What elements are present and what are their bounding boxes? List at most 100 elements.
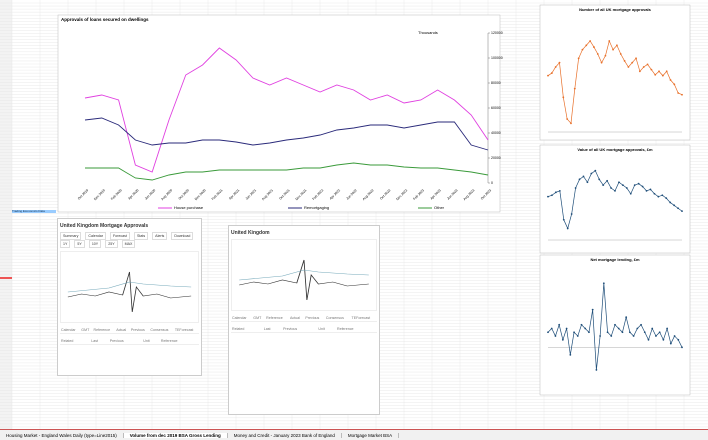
th: Reference xyxy=(92,326,116,334)
point xyxy=(665,70,668,73)
point xyxy=(654,73,657,76)
point xyxy=(617,327,620,330)
point xyxy=(608,40,611,42)
menu-item[interactable]: Summary xyxy=(60,232,82,240)
th: Actual xyxy=(288,314,305,322)
tab[interactable]: Money and Credit - January 2023 Bank of … xyxy=(228,432,342,438)
point xyxy=(647,338,650,341)
table: Calendar GMT Reference Actual Previous Consen… xyxy=(231,314,377,322)
point xyxy=(612,48,614,51)
menu-item[interactable]: Alerts xyxy=(152,232,168,240)
table: RelatedLastPreviousUnitReferenceMortgage… xyxy=(231,325,377,333)
point xyxy=(566,227,569,230)
point xyxy=(565,327,568,330)
point xyxy=(637,182,640,185)
th: Reference xyxy=(265,314,289,322)
point xyxy=(653,192,656,195)
t: United Kingdom Mortgage Approvals xyxy=(60,223,149,229)
point xyxy=(584,327,587,330)
table: RelatedLastPreviousUnitReferenceMortgage… xyxy=(60,337,199,345)
point xyxy=(669,342,672,345)
row: Mortgage Approvals39.6435.61ThousandJan … xyxy=(60,345,199,346)
point xyxy=(658,331,661,334)
point xyxy=(595,369,598,371)
range[interactable]: MAX xyxy=(121,240,136,248)
y-tick-label: 80000 xyxy=(491,81,501,85)
th: Actual xyxy=(115,326,130,334)
menu-item[interactable]: Stats xyxy=(133,232,149,240)
point xyxy=(655,335,657,337)
point xyxy=(598,178,601,181)
point xyxy=(638,70,641,73)
point xyxy=(610,187,612,189)
range[interactable]: 10Y xyxy=(88,240,102,248)
point xyxy=(640,323,642,326)
point xyxy=(550,327,553,330)
point xyxy=(645,189,648,192)
th: Previous xyxy=(304,314,325,322)
range[interactable]: 5Y xyxy=(74,240,85,248)
cell: Trading Economics Data xyxy=(12,210,56,213)
th: Related xyxy=(60,337,91,345)
a[interactable]: Volume from dec 2019 BSA Gross Lending xyxy=(123,432,228,438)
point xyxy=(641,185,644,188)
point xyxy=(550,72,553,74)
tab[interactable]: Housing Market - England Wales Daily (ty… xyxy=(0,432,124,438)
legend-label: Remortgaging xyxy=(304,205,329,210)
range[interactable]: 25Y xyxy=(105,240,118,248)
point xyxy=(590,172,593,175)
legend-label: House purchase xyxy=(174,205,204,210)
point xyxy=(627,66,630,68)
th: Unit xyxy=(142,337,160,345)
point xyxy=(596,53,599,55)
point xyxy=(625,187,628,189)
row: 2023-01-3109:30 AMDec35.61K46.07K40K38K xyxy=(60,334,199,335)
point xyxy=(649,188,652,191)
widget: United Kingdom Calendar GMT Reference Actual… xyxy=(228,225,380,415)
point xyxy=(602,282,605,285)
mini xyxy=(60,251,199,323)
point xyxy=(662,338,665,341)
menu-item[interactable]: Forecast xyxy=(109,232,130,240)
point xyxy=(673,335,676,337)
h: Calendar GMT Reference Actual Previous Consen… xyxy=(231,314,377,322)
chart-area xyxy=(539,144,691,254)
point xyxy=(677,207,679,210)
range[interactable]: 1Y xyxy=(60,240,71,248)
point xyxy=(633,184,636,187)
point xyxy=(577,57,580,60)
table: Calendar GMT Reference Actual Previous Consen… xyxy=(60,326,199,334)
th: Reference xyxy=(335,325,377,333)
point xyxy=(621,331,624,334)
point xyxy=(558,189,561,192)
menu-item[interactable]: Download xyxy=(171,232,194,240)
mini-chart xyxy=(67,271,192,313)
point xyxy=(573,331,575,334)
h: Related Last Previous Unit Reference xyxy=(60,337,199,345)
point xyxy=(614,323,616,326)
th: Previous xyxy=(282,325,318,333)
series-line xyxy=(547,39,683,125)
point xyxy=(669,201,672,204)
menu-item[interactable]: Calendar xyxy=(85,232,106,240)
tab[interactable]: Mortgage Market BSA xyxy=(342,432,400,438)
point xyxy=(631,61,634,64)
th: Previous xyxy=(108,337,143,345)
y-tick-label: 40000 xyxy=(491,131,501,135)
point xyxy=(569,353,572,356)
axis-label: Thousands xyxy=(418,30,438,35)
point xyxy=(618,181,620,184)
point xyxy=(551,194,553,197)
point xyxy=(673,83,676,86)
point xyxy=(643,331,646,334)
point xyxy=(681,210,683,213)
chart-title: Net mortgage lending, £m xyxy=(590,257,640,262)
sheet-tabs: Housing Market - England Wales Daily (ty… xyxy=(0,429,708,440)
th: Last xyxy=(262,325,283,333)
point xyxy=(585,44,588,47)
point xyxy=(658,70,660,73)
point xyxy=(606,331,609,334)
point xyxy=(558,61,561,64)
point xyxy=(632,335,635,337)
